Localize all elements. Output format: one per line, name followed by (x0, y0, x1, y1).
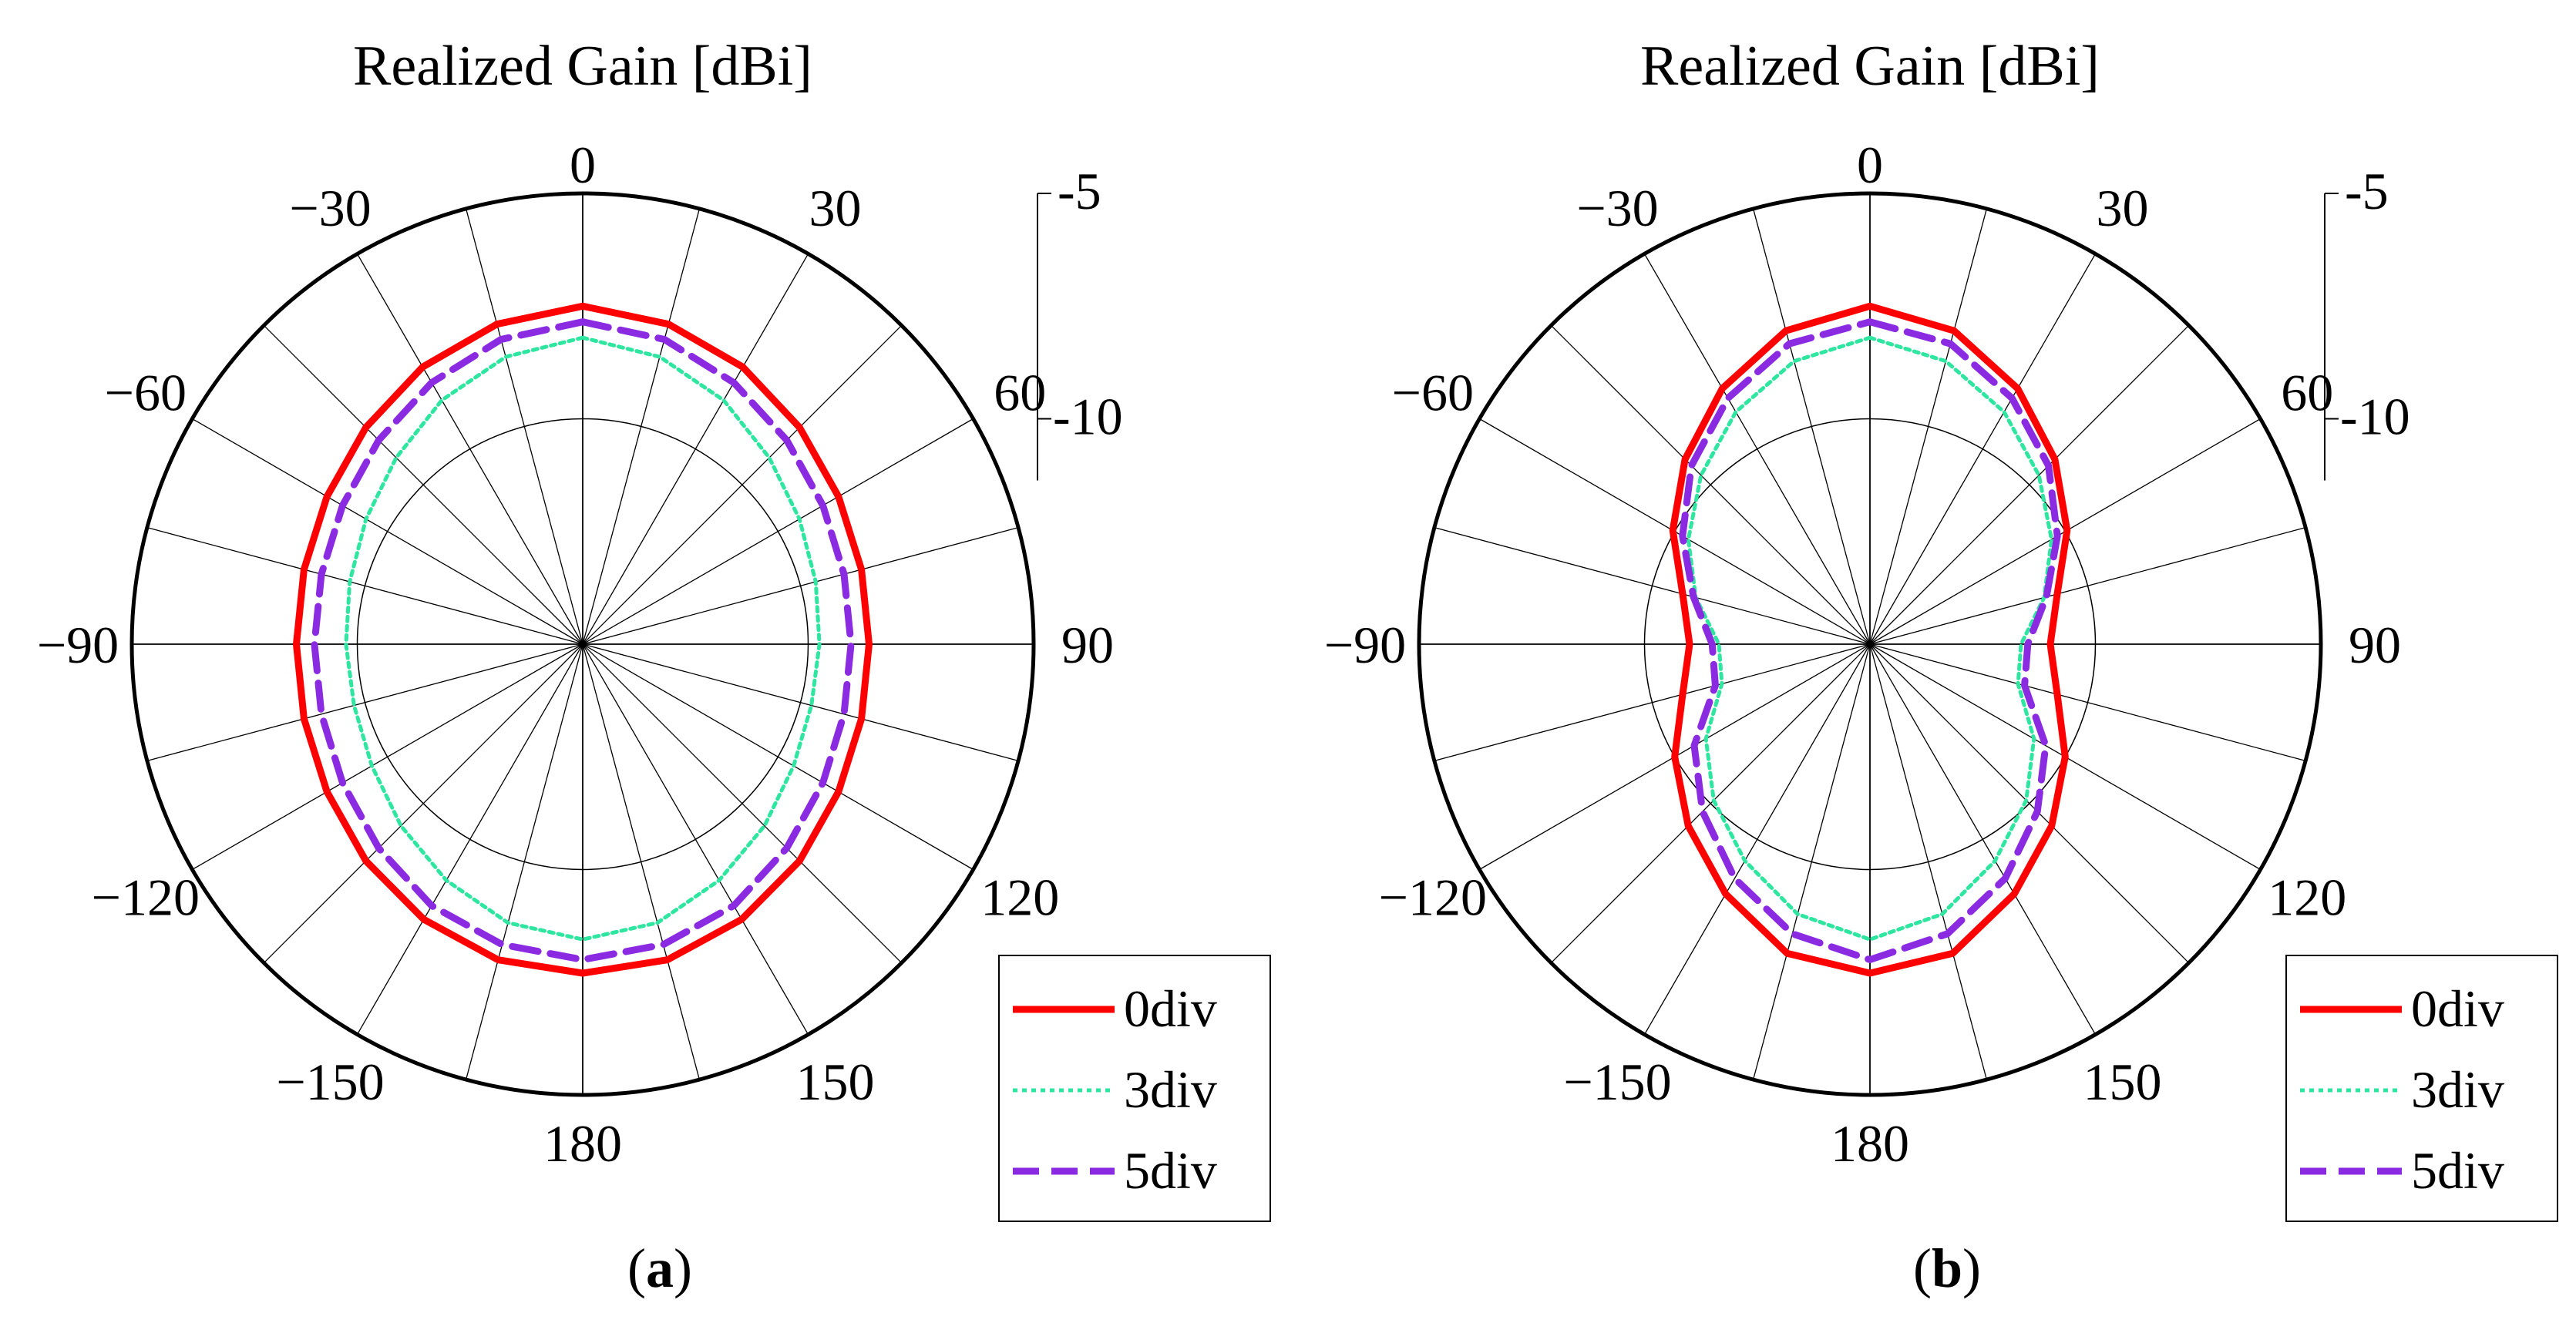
legend-label: 5div (2411, 1141, 2504, 1200)
series-0div (1669, 302, 2071, 977)
angle-label: 180 (1831, 1114, 1909, 1173)
series-5div (1679, 318, 2061, 963)
panel-letter: a (646, 1237, 674, 1299)
chart-title: Realized Gain [dBi] (353, 35, 812, 98)
angle-label: −30 (289, 179, 371, 237)
legend-label: 0div (2411, 979, 2504, 1038)
angle-label: −60 (1392, 364, 1474, 422)
legend-label: 3div (1124, 1060, 1217, 1119)
series-0div (293, 302, 873, 977)
angle-label: 150 (796, 1053, 875, 1111)
series-3div (344, 335, 822, 942)
grid-circle (1643, 418, 2097, 871)
angle-label: 120 (2268, 868, 2346, 927)
series-3div (1686, 335, 2054, 942)
legend-label: 5div (1124, 1141, 1217, 1200)
series-5div (311, 318, 855, 963)
angle-label: 180 (543, 1114, 622, 1173)
panel-label: (b) (1913, 1237, 1981, 1299)
angle-label: 30 (2097, 179, 2149, 237)
angle-label: 0 (570, 136, 596, 194)
grid-circle (356, 418, 809, 871)
angle-label: −150 (1563, 1053, 1671, 1111)
angle-label: 30 (809, 179, 862, 237)
polar-chart-b: Realized Gain [dBi]0306090120150180−150−… (1324, 35, 2558, 1299)
outer-circle (1417, 191, 2323, 1097)
angle-label: 120 (980, 868, 1059, 927)
panel-letter: b (1932, 1237, 1962, 1299)
r-tick-label: -5 (2345, 162, 2389, 220)
angle-label: −30 (1576, 179, 1658, 237)
r-tick-label: -10 (2340, 388, 2410, 446)
chart-title: Realized Gain [dBi] (1640, 35, 2100, 98)
angle-label: −90 (37, 616, 119, 674)
outer-circle (129, 191, 1036, 1097)
angle-label: 90 (1061, 616, 1114, 674)
angle-label: −150 (276, 1053, 384, 1111)
r-tick-label: -5 (1058, 162, 1101, 220)
r-tick-label: -10 (1053, 388, 1123, 446)
legend-label: 0div (1124, 979, 1217, 1038)
legend-label: 3div (2411, 1060, 2504, 1119)
angle-label: −90 (1324, 616, 1406, 674)
angle-label: 0 (1857, 136, 1883, 194)
polar-chart-a: Realized Gain [dBi]0306090120150180−150−… (37, 35, 1271, 1299)
angle-label: −60 (105, 364, 187, 422)
panel-label: (a) (627, 1237, 692, 1299)
angle-label: 90 (2349, 616, 2401, 674)
angle-label: −120 (1379, 868, 1487, 927)
angle-label: 150 (2083, 1053, 2162, 1111)
angle-label: −120 (92, 868, 200, 927)
